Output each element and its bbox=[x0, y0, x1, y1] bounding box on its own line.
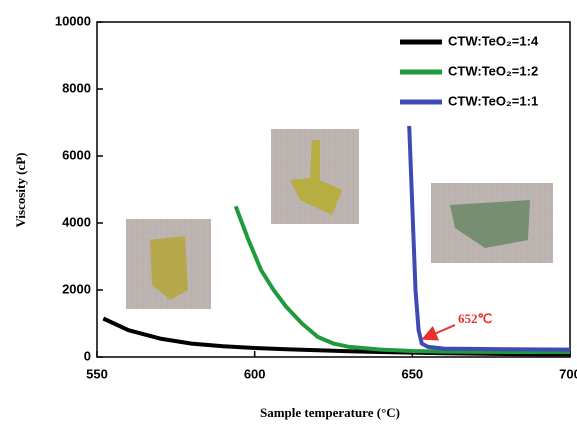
x-tick-label: 600 bbox=[244, 366, 266, 381]
legend-label: CTW:TeO₂=1:2 bbox=[448, 63, 538, 78]
y-tick-label: 8000 bbox=[62, 80, 91, 95]
annotation-arrow bbox=[421, 324, 456, 341]
plot-frame bbox=[96, 21, 571, 358]
y-tick-label: 4000 bbox=[62, 214, 91, 229]
inset-photo bbox=[126, 219, 211, 309]
inset-photo bbox=[271, 129, 359, 224]
y-tick-label: 2000 bbox=[62, 281, 91, 296]
y-tick-label: 0 bbox=[84, 348, 91, 363]
legend-label: CTW:TeO₂=1:1 bbox=[448, 93, 538, 108]
annotation: 652℃ bbox=[458, 311, 492, 326]
y-tick-label: 10000 bbox=[55, 13, 91, 28]
x-axis-label: Sample temperature (°C) bbox=[260, 405, 400, 420]
data-line bbox=[233, 205, 570, 354]
data-line bbox=[407, 125, 571, 352]
inset-photo bbox=[431, 183, 553, 263]
x-tick-label: 700 bbox=[559, 366, 577, 381]
legend-label: CTW:TeO₂=1:4 bbox=[448, 33, 539, 48]
x-tick-label: 550 bbox=[86, 366, 108, 381]
y-tick-label: 6000 bbox=[62, 147, 91, 162]
y-axis-label: Viscosity (cP) bbox=[13, 153, 28, 228]
x-tick-label: 650 bbox=[401, 366, 423, 381]
